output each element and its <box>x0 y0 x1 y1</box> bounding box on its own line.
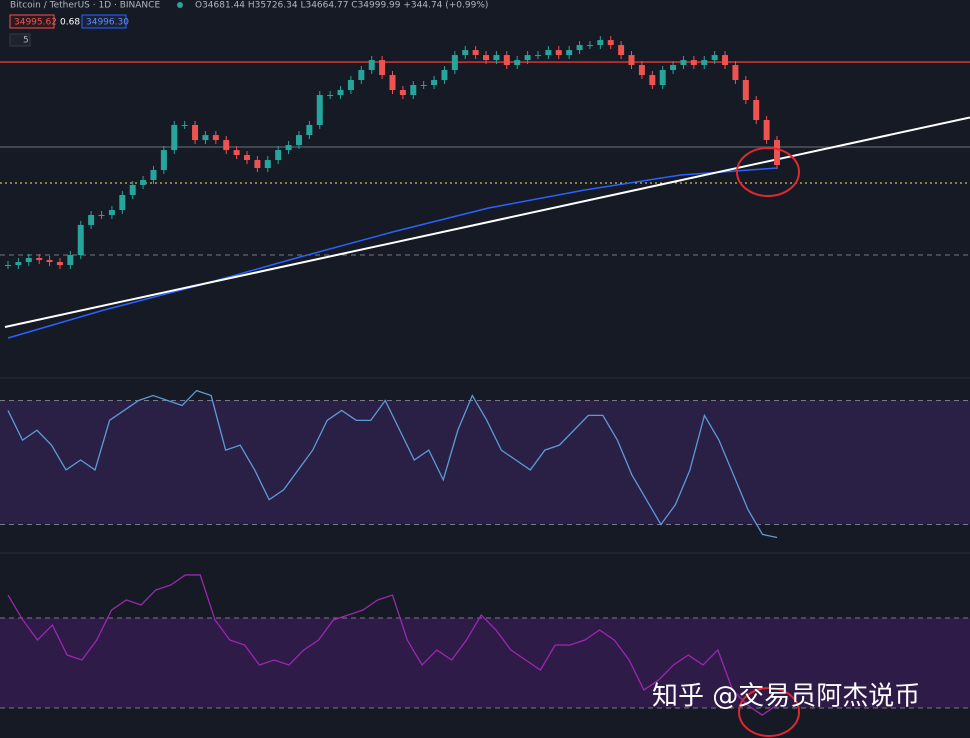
candle-body <box>753 100 760 120</box>
badge-text: 34996.30 <box>86 18 129 28</box>
candle-body <box>295 135 302 146</box>
candle-body <box>202 135 209 141</box>
candle-body <box>98 214 105 216</box>
symbol: Bitcoin / TetherUS · 1D · BINANCE <box>10 1 160 11</box>
candle-body <box>233 150 240 156</box>
badge <box>9 14 55 29</box>
status-dot <box>177 2 183 8</box>
candle-body <box>670 65 677 71</box>
candle-body <box>451 55 458 71</box>
candle-body <box>327 95 334 97</box>
candle-body <box>524 55 531 61</box>
candle-body <box>618 45 625 56</box>
candle-body <box>711 55 718 61</box>
badge <box>81 14 127 29</box>
candle-body <box>514 60 521 66</box>
candle-body <box>763 119 770 140</box>
candle-body <box>399 90 406 96</box>
candle-body <box>244 155 251 161</box>
candle-body <box>628 55 635 66</box>
ohlc: O34681.44 H35726.34 L34664.77 C34999.99 … <box>195 1 488 11</box>
candle-body <box>36 258 43 261</box>
candle-body <box>701 60 708 66</box>
highlight-circle <box>736 147 800 197</box>
candle-body <box>534 55 541 57</box>
candle-body <box>732 65 739 81</box>
moving-average <box>7 167 778 339</box>
candle-body <box>337 90 344 96</box>
candle-body <box>472 50 479 56</box>
candle-body <box>5 265 11 267</box>
candle-body <box>389 75 396 91</box>
candle-body <box>649 75 656 86</box>
candle-body <box>129 185 136 195</box>
candle-body <box>722 55 729 66</box>
candle-body <box>275 150 282 161</box>
candle-body <box>46 260 53 263</box>
candle-body <box>545 50 552 56</box>
level-band <box>0 618 970 708</box>
badge-text: 34995.62 <box>14 18 57 28</box>
oscillator-line <box>7 389 778 539</box>
candle-body <box>555 50 562 56</box>
candle-body <box>140 180 147 186</box>
candle-body <box>586 45 593 47</box>
indicator-count: 5 <box>23 36 29 46</box>
candle-body <box>223 140 230 151</box>
candle-body <box>77 224 84 256</box>
candle-body <box>358 70 365 81</box>
candle-body <box>638 65 645 76</box>
candle-body <box>410 85 417 96</box>
candle-body <box>597 40 604 46</box>
candle-body <box>483 55 490 61</box>
candle-body <box>212 135 219 141</box>
candle-body <box>192 124 199 141</box>
candle-body <box>607 40 614 46</box>
candle-body <box>171 124 178 151</box>
watermark: 知乎 @交易员阿杰说币 <box>652 682 920 712</box>
trend-line <box>4 116 970 328</box>
badge-text: 0.68 <box>60 18 80 28</box>
candle-body <box>15 262 22 266</box>
candle-body <box>25 258 32 263</box>
candle-body <box>316 95 323 125</box>
candle-body <box>368 60 375 71</box>
candle-body <box>88 214 95 225</box>
candle-body <box>690 60 697 66</box>
candle-body <box>56 262 63 266</box>
candle-body <box>150 170 157 181</box>
candle-body <box>420 85 427 87</box>
candle-body <box>181 124 188 126</box>
candle-body <box>462 50 469 56</box>
candle-body <box>659 70 666 86</box>
candle-body <box>742 80 749 101</box>
candle-body <box>160 150 167 171</box>
candle-body <box>254 160 261 169</box>
candle-body <box>503 55 510 66</box>
candle-body <box>431 80 438 86</box>
candle-body <box>347 80 354 91</box>
candle-body <box>67 255 74 266</box>
indicator-toggle[interactable] <box>9 33 31 47</box>
candle-body <box>379 60 386 76</box>
candle-body <box>306 124 313 136</box>
candle-body <box>566 50 573 56</box>
candle-body <box>680 60 687 66</box>
candle-body <box>441 70 448 81</box>
level-band <box>0 400 970 525</box>
oscillator-line <box>7 574 778 716</box>
candle-body <box>576 45 583 51</box>
candle-body <box>264 160 271 169</box>
candle-body <box>108 209 115 215</box>
highlight-circle <box>738 687 800 737</box>
candle-body <box>285 145 292 151</box>
candle-body <box>493 55 500 61</box>
candle-body <box>774 139 780 166</box>
candle-body <box>119 194 126 210</box>
